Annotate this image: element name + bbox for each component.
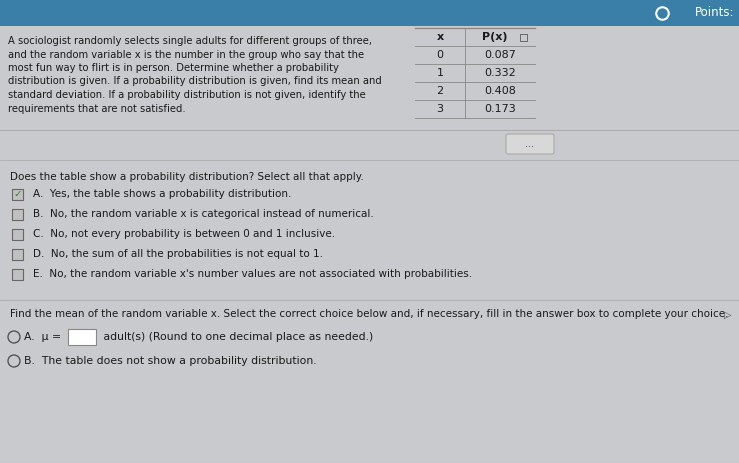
Bar xyxy=(12,188,23,200)
Text: x: x xyxy=(437,32,443,42)
Text: Points:: Points: xyxy=(695,6,735,19)
Text: B.  The table does not show a probability distribution.: B. The table does not show a probability… xyxy=(24,356,316,366)
Text: 2: 2 xyxy=(437,86,443,96)
Text: Find the mean of the random variable x. Select the correct choice below and, if : Find the mean of the random variable x. … xyxy=(10,309,729,319)
Text: 3: 3 xyxy=(437,104,443,114)
Text: C.  No, not every probability is between 0 and 1 inclusive.: C. No, not every probability is between … xyxy=(33,229,335,239)
Text: ✓: ✓ xyxy=(13,189,22,199)
Text: P(x): P(x) xyxy=(482,32,507,42)
Text: A sociologist randomly selects single adults for different groups of three,: A sociologist randomly selects single ad… xyxy=(8,36,372,46)
Text: ▷: ▷ xyxy=(724,310,732,320)
Bar xyxy=(0,0,739,26)
Text: standard deviation. If a probability distribution is not given, identify the: standard deviation. If a probability dis… xyxy=(8,90,366,100)
Text: A.  Yes, the table shows a probability distribution.: A. Yes, the table shows a probability di… xyxy=(33,189,291,199)
Text: 0.173: 0.173 xyxy=(484,104,516,114)
Bar xyxy=(12,208,23,219)
Text: D.  No, the sum of all the probabilities is not equal to 1.: D. No, the sum of all the probabilities … xyxy=(33,249,323,259)
Bar xyxy=(12,249,23,259)
Text: 0: 0 xyxy=(437,50,443,60)
Bar xyxy=(520,34,527,41)
Text: 1: 1 xyxy=(437,68,443,78)
Text: adult(s) (Round to one decimal place as needed.): adult(s) (Round to one decimal place as … xyxy=(100,332,373,342)
Bar xyxy=(12,269,23,280)
Text: most fun way to flirt is in person. Determine whether a probability: most fun way to flirt is in person. Dete… xyxy=(8,63,339,73)
Text: B.  No, the random variable x is categorical instead of numerical.: B. No, the random variable x is categori… xyxy=(33,209,374,219)
Text: distribution is given. If a probability distribution is given, find its mean and: distribution is given. If a probability … xyxy=(8,76,382,87)
Text: requirements that are not satisfied.: requirements that are not satisfied. xyxy=(8,104,185,113)
Bar xyxy=(68,329,96,345)
Bar xyxy=(12,229,23,239)
Text: and the random variable x is the number in the group who say that the: and the random variable x is the number … xyxy=(8,50,364,60)
Text: 0.087: 0.087 xyxy=(484,50,516,60)
FancyBboxPatch shape xyxy=(506,134,554,154)
Text: E.  No, the random variable x's number values are not associated with probabilit: E. No, the random variable x's number va… xyxy=(33,269,472,279)
Text: Does the table show a probability distribution? Select all that apply.: Does the table show a probability distri… xyxy=(10,172,364,182)
Text: A.  μ =: A. μ = xyxy=(24,332,61,342)
Text: 0.332: 0.332 xyxy=(484,68,516,78)
Text: 0.408: 0.408 xyxy=(484,86,516,96)
Text: ...: ... xyxy=(525,139,534,149)
